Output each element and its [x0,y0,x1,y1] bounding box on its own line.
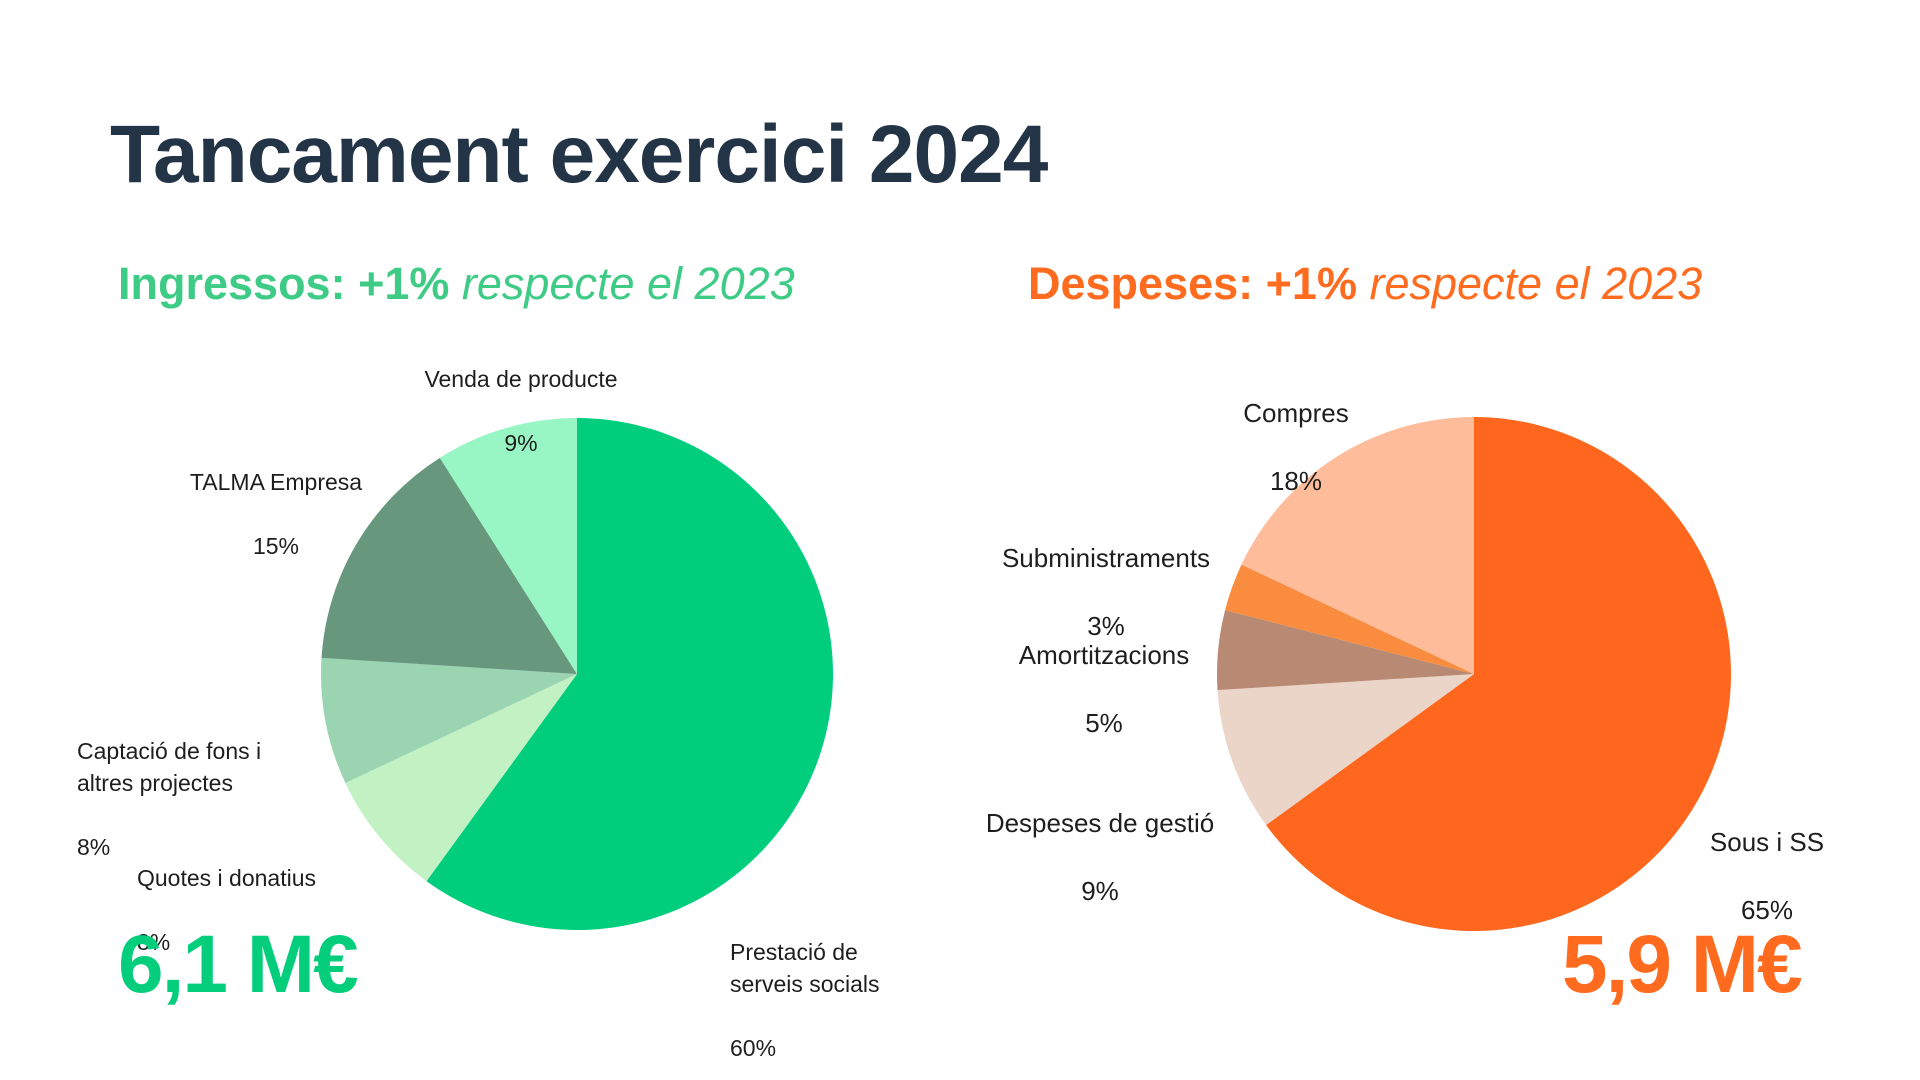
expenses-subtitle-lead: Despeses: +1% [1028,258,1357,309]
expenses-subtitle: Despeses: +1% respecte el 2023 [1028,258,1702,310]
expenses-label-4: Compres 18% [1243,362,1348,498]
expenses-slice-0 [1266,417,1731,931]
income-label-2-name: Captació de fons i altres projectes [77,738,262,796]
expenses-label-0: Sous i SS 65% [1710,791,1824,927]
income-label-4-pct: 9% [504,430,538,456]
expenses-slice-4 [1241,417,1474,674]
income-label-4-name: Venda de producte [424,366,618,392]
income-label-4: Venda de producte 9% [424,331,617,459]
expenses-pie [1217,417,1731,931]
income-label-2: Captació de fons i altres projectes 8% [77,703,261,863]
income-subtitle-rest: respecte el 2023 [461,258,795,309]
income-slice-2 [321,657,577,783]
expenses-total: 5,9 M€ [1562,919,1803,1010]
income-subtitle-lead: Ingressos: +1% [118,258,450,309]
income-label-0: Prestació de serveis socials 60% [730,904,880,1064]
page-title: Tancament exercici 2024 [110,109,1048,200]
income-slice-0 [426,417,834,930]
expenses-label-1: Despeses de gestió 9% [986,772,1214,908]
expenses-label-3: Subministraments 3% [1002,507,1210,643]
income-label-3: TALMA Empresa 15% [190,434,362,562]
expenses-label-2-name: Amortitzacions [1018,640,1190,670]
income-label-2-pct: 8% [77,834,111,860]
expenses-label-3-name: Subministraments [1001,543,1211,573]
expenses-label-0-name: Sous i SS [1709,827,1825,857]
expenses-label-0-pct: 65% [1740,895,1794,925]
expenses-label-2: Amortitzacions 5% [1019,604,1190,740]
expenses-label-3-pct: 3% [1087,611,1125,641]
income-slice-1 [345,674,577,882]
income-label-1: Quotes i donatius 8% [137,830,316,958]
expenses-label-1-pct: 9% [1081,876,1119,906]
income-pie [321,417,834,930]
income-slice-4 [439,418,577,674]
income-label-3-pct: 15% [252,533,300,559]
income-total: 6,1 M€ [118,919,359,1010]
expenses-slice-3 [1225,564,1474,674]
income-subtitle: Ingressos: +1% respecte el 2023 [118,258,795,310]
expenses-label-4-pct: 18% [1269,466,1323,496]
income-label-3-name: TALMA Empresa [189,469,363,495]
income-label-1-name: Quotes i donatius [137,865,317,891]
expenses-label-2-pct: 5% [1085,708,1123,738]
income-label-0-pct: 60% [730,1035,777,1061]
expenses-label-1-name: Despeses de gestió [985,808,1215,838]
expenses-slice-2 [1217,610,1474,691]
expenses-slice-1 [1217,674,1474,826]
expenses-subtitle-rest: respecte el 2023 [1369,258,1703,309]
income-label-0-name: Prestació de serveis socials [730,939,880,997]
income-slice-3 [321,457,577,674]
income-label-1-pct: 8% [137,929,171,955]
expenses-label-4-name: Compres [1243,398,1349,428]
